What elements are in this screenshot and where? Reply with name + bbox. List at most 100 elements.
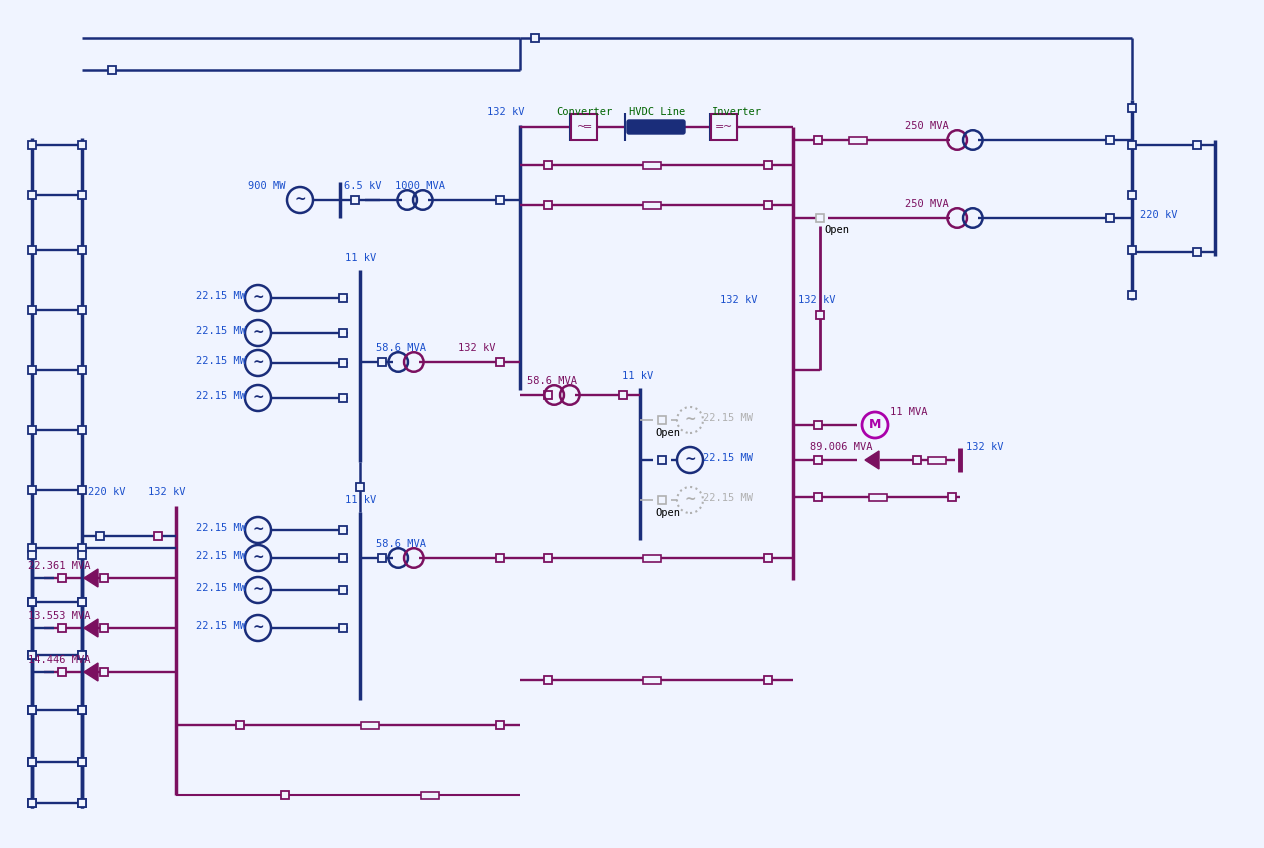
Bar: [928, 456, 945, 464]
Bar: [28, 706, 35, 714]
Bar: [544, 554, 552, 562]
Text: =: =: [715, 122, 724, 132]
Bar: [339, 624, 348, 632]
Bar: [544, 391, 552, 399]
Text: ~: ~: [253, 291, 264, 305]
Bar: [78, 758, 86, 766]
Text: 22.15 MW: 22.15 MW: [196, 291, 246, 301]
Bar: [643, 161, 661, 169]
Bar: [339, 554, 348, 562]
Text: ~: ~: [684, 413, 695, 427]
Bar: [339, 586, 348, 594]
Bar: [378, 554, 386, 562]
Text: ~: ~: [253, 583, 264, 597]
Bar: [817, 311, 824, 319]
Bar: [351, 196, 359, 204]
Bar: [643, 555, 661, 561]
Bar: [78, 651, 86, 659]
Text: 132 kV: 132 kV: [487, 107, 525, 117]
Bar: [1127, 104, 1136, 112]
Text: 22.15 MW: 22.15 MW: [703, 453, 753, 463]
Text: 22.361 MVA: 22.361 MVA: [28, 561, 91, 571]
Bar: [659, 496, 666, 504]
Bar: [339, 359, 348, 367]
Text: 132 kV: 132 kV: [966, 442, 1004, 452]
Bar: [571, 114, 597, 140]
Bar: [78, 551, 86, 559]
Text: 11 MVA: 11 MVA: [890, 407, 928, 417]
Bar: [356, 483, 364, 491]
Bar: [78, 598, 86, 606]
Text: 132 kV: 132 kV: [720, 295, 757, 305]
Bar: [28, 598, 35, 606]
Text: 14.446 MVA: 14.446 MVA: [28, 655, 91, 665]
Bar: [100, 668, 107, 676]
Text: 22.15 MW: 22.15 MW: [196, 583, 246, 593]
Bar: [870, 494, 887, 500]
Bar: [619, 391, 627, 399]
Bar: [1127, 191, 1136, 199]
Text: 11 kV: 11 kV: [345, 495, 377, 505]
Bar: [28, 426, 35, 434]
Bar: [28, 486, 35, 494]
Bar: [28, 758, 35, 766]
Text: 220 kV: 220 kV: [88, 487, 125, 497]
Bar: [544, 201, 552, 209]
Polygon shape: [83, 663, 99, 681]
Bar: [78, 799, 86, 807]
Text: ~: ~: [253, 523, 264, 537]
Bar: [643, 202, 661, 209]
Bar: [78, 191, 86, 199]
Text: ~: ~: [295, 193, 306, 207]
Bar: [100, 624, 107, 632]
Text: =: =: [583, 122, 593, 132]
Text: 89.006 MVA: 89.006 MVA: [810, 442, 872, 452]
Bar: [1106, 136, 1114, 144]
Text: 220 kV: 220 kV: [1140, 210, 1178, 220]
Bar: [28, 141, 35, 149]
Bar: [78, 598, 86, 606]
Bar: [814, 456, 822, 464]
Text: 13.553 MVA: 13.553 MVA: [28, 611, 91, 621]
Text: Open: Open: [655, 508, 680, 518]
Text: 22.15 MW: 22.15 MW: [703, 413, 753, 423]
Text: HVDC Line: HVDC Line: [629, 107, 685, 117]
Bar: [378, 358, 386, 366]
Bar: [78, 651, 86, 659]
Bar: [28, 706, 35, 714]
Bar: [814, 493, 822, 501]
Bar: [28, 306, 35, 314]
Text: 900 MW: 900 MW: [248, 181, 286, 191]
Text: ~: ~: [253, 551, 264, 565]
Bar: [643, 677, 661, 683]
Bar: [763, 676, 772, 684]
Bar: [1106, 214, 1114, 222]
Bar: [849, 137, 867, 143]
Bar: [58, 574, 66, 582]
Text: 132 kV: 132 kV: [148, 487, 186, 497]
Text: 58.6 MVA: 58.6 MVA: [375, 343, 426, 353]
Bar: [78, 486, 86, 494]
Text: 1000 MVA: 1000 MVA: [394, 181, 445, 191]
Text: Converter: Converter: [556, 107, 612, 117]
Bar: [913, 456, 921, 464]
Text: ~: ~: [253, 391, 264, 405]
Text: Inverter: Inverter: [712, 107, 762, 117]
Bar: [28, 758, 35, 766]
Bar: [28, 551, 35, 559]
Bar: [339, 329, 348, 337]
Bar: [817, 214, 824, 222]
Bar: [107, 66, 116, 74]
Text: 11 kV: 11 kV: [622, 371, 653, 381]
Bar: [154, 532, 162, 540]
Bar: [28, 651, 35, 659]
Text: Open: Open: [655, 428, 680, 438]
Text: 22.15 MW: 22.15 MW: [196, 326, 246, 336]
Bar: [814, 421, 822, 429]
Bar: [28, 799, 35, 807]
Bar: [710, 114, 737, 140]
Bar: [763, 201, 772, 209]
Polygon shape: [83, 619, 99, 637]
Bar: [544, 676, 552, 684]
Bar: [1127, 291, 1136, 299]
